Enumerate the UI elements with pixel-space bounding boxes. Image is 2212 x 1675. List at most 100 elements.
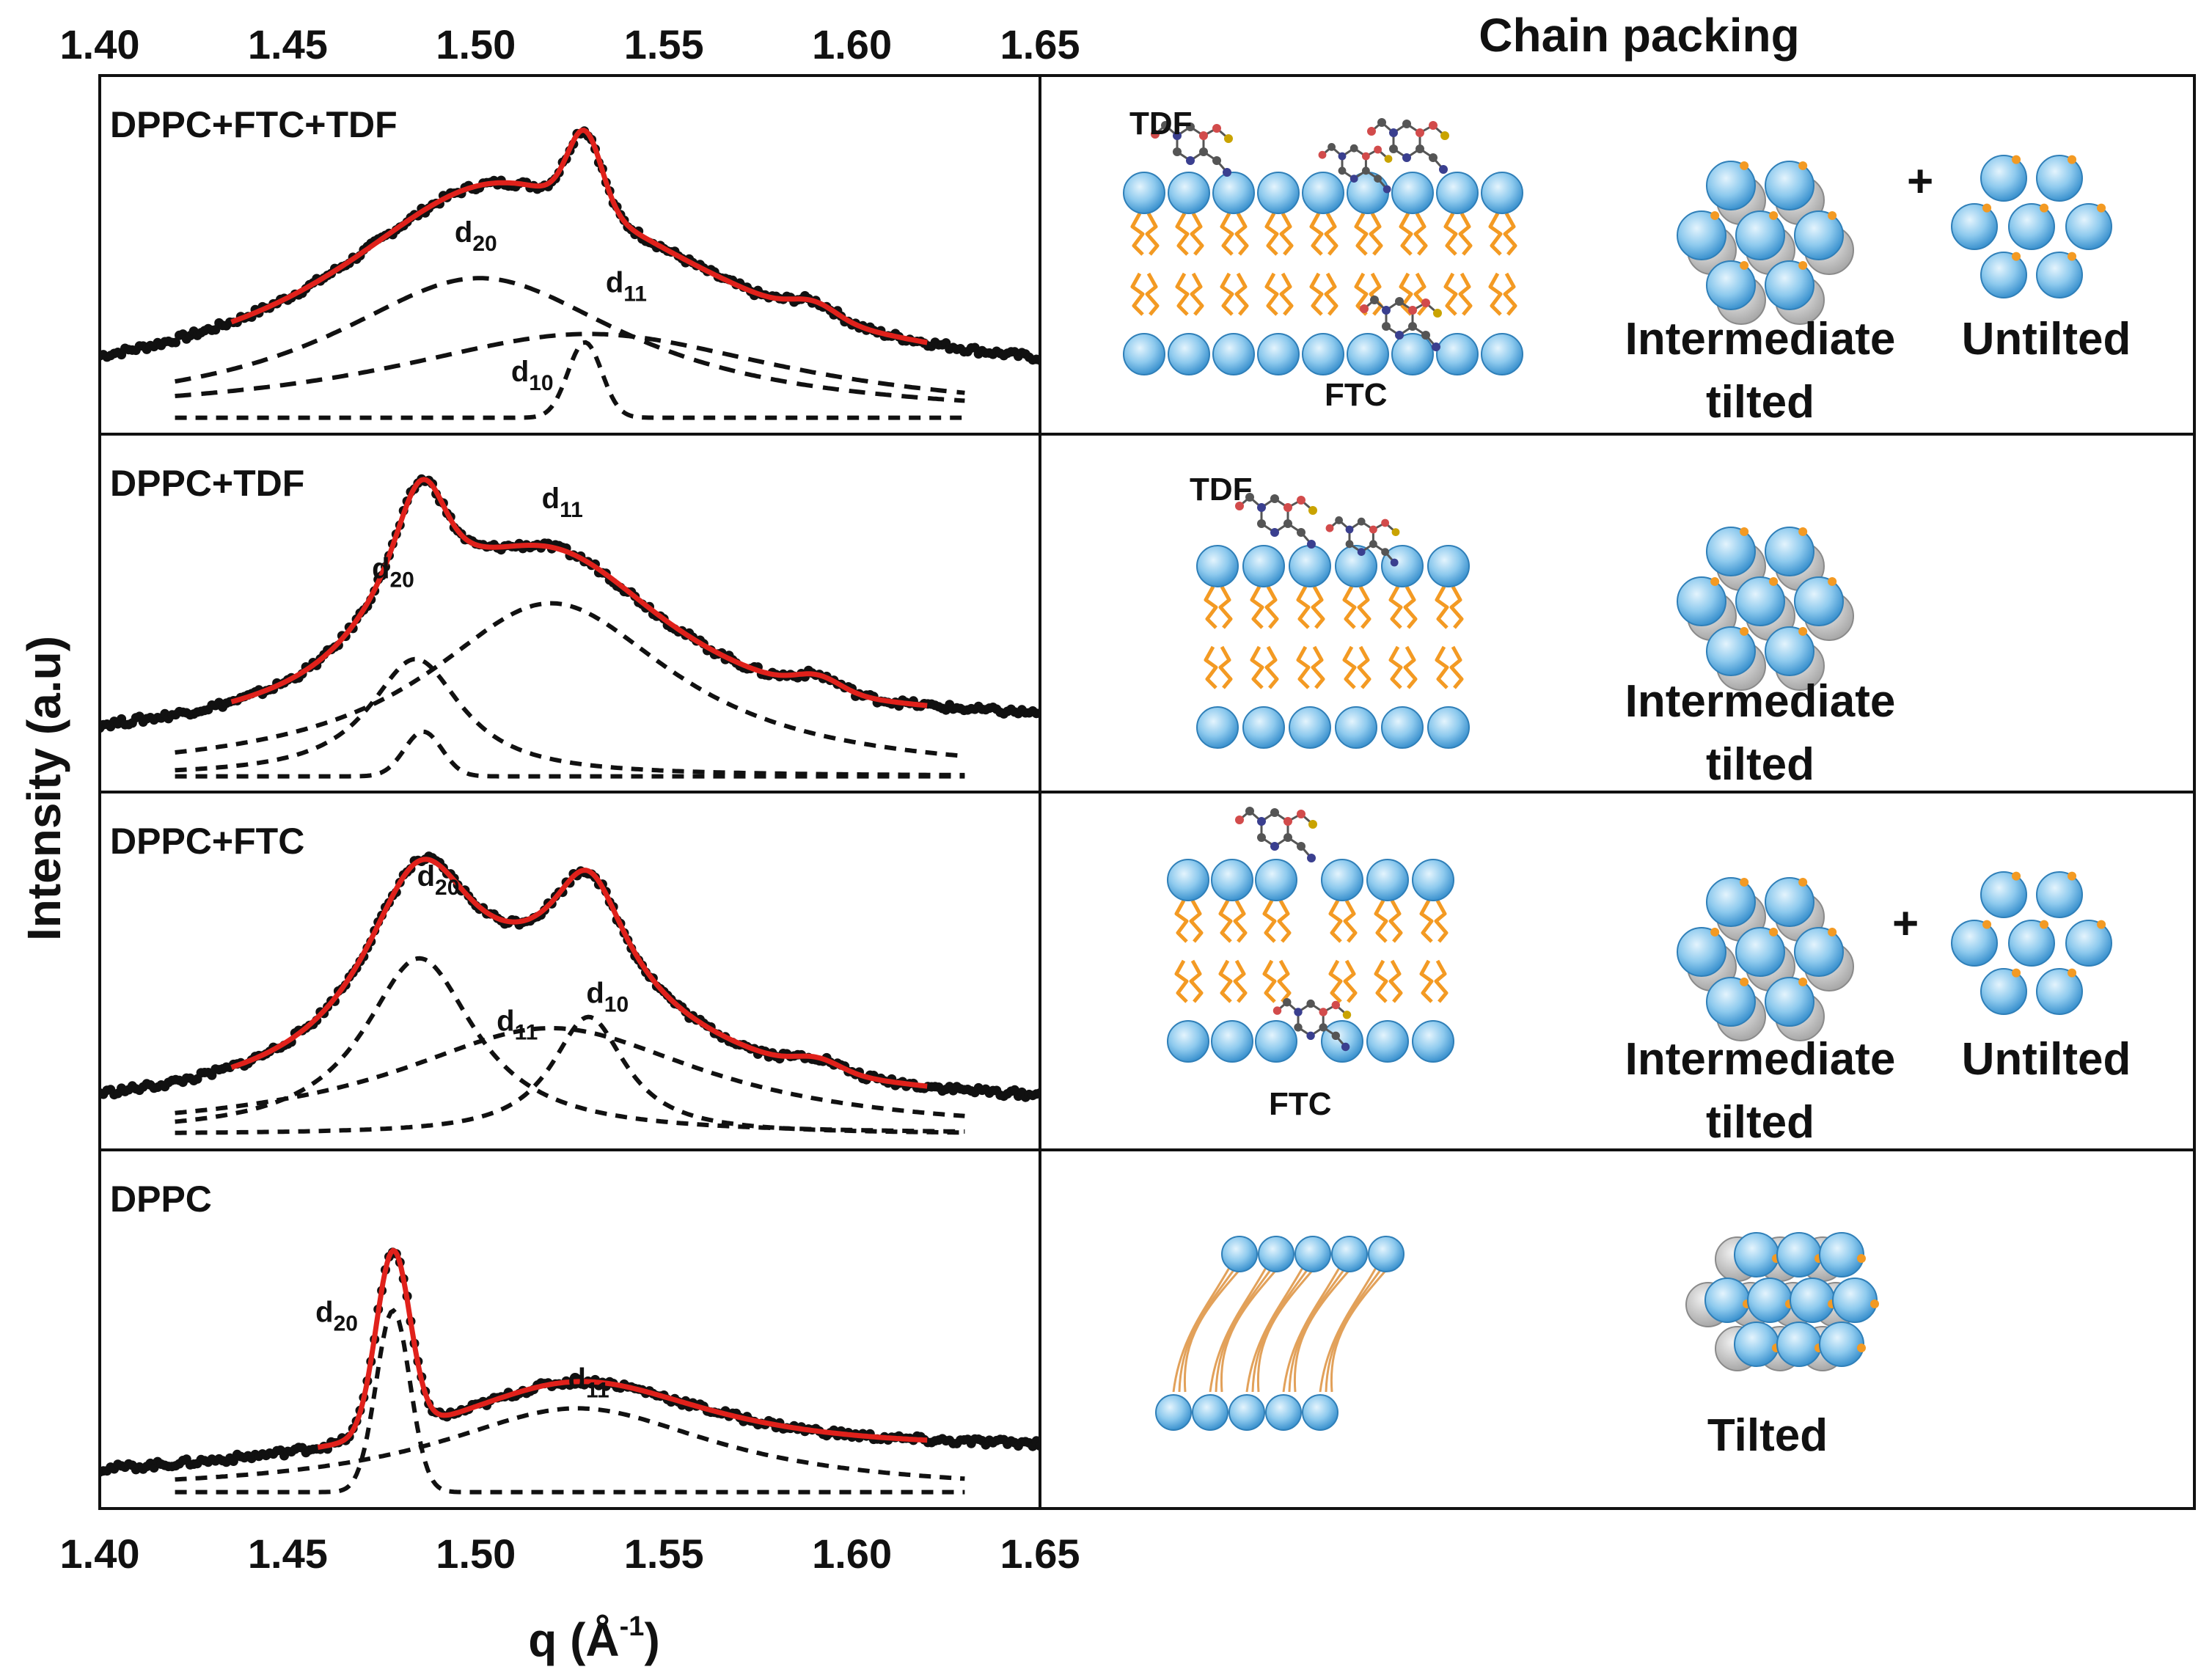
lipid-tail xyxy=(1309,272,1338,316)
drug-molecule xyxy=(1367,118,1449,174)
peak-label: d11 xyxy=(497,1005,538,1045)
chain-packing-panels: TDF FTC + Intermediate tilted Untilted TDF Inte… xyxy=(1123,106,2131,1461)
packing-label: Untilted xyxy=(1962,314,2131,364)
packing-chain xyxy=(1765,161,1825,225)
lipid-tail xyxy=(1204,585,1233,629)
peak-label: d20 xyxy=(372,552,414,592)
lipid-head xyxy=(1265,1394,1302,1431)
top-tick-label: 1.55 xyxy=(624,21,704,67)
chain-marker xyxy=(1870,1300,1879,1308)
panel-label: DPPC+FTC xyxy=(110,821,304,862)
bottom-tick-label: 1.65 xyxy=(1000,1531,1080,1577)
lipid-tail xyxy=(1262,899,1292,943)
component-curve xyxy=(175,1025,965,1118)
lipid-tail xyxy=(1245,1259,1308,1393)
x-axis-label-base: q (Å xyxy=(528,1613,619,1666)
top-x-axis: 1.40 1.45 1.50 1.55 1.60 1.65 xyxy=(60,21,1080,67)
illustration-panel-0: TDF FTC + Intermediate tilted Untilted xyxy=(1123,106,2131,428)
untilted-hex-lattice xyxy=(1951,155,2112,298)
lipid-head xyxy=(1255,859,1297,901)
packing-chain xyxy=(1706,977,1766,1041)
lipid-tail xyxy=(1264,272,1294,316)
packing-chain xyxy=(2065,203,2112,250)
lipid-head xyxy=(1436,172,1479,214)
lipid-tail xyxy=(1309,212,1338,256)
molecule-label: TDF xyxy=(1190,472,1253,507)
bottom-tick-label: 1.50 xyxy=(436,1531,516,1577)
component-curve xyxy=(175,1308,965,1495)
illustration-panel-1: TDF Intermediate tilted xyxy=(1190,472,1895,790)
lipid-tail xyxy=(1399,212,1428,256)
lipid-tail xyxy=(1172,1259,1235,1393)
x-axis-label-end: ) xyxy=(644,1613,659,1666)
tilted-chain xyxy=(1747,1278,1792,1323)
lipid-tail xyxy=(1388,645,1418,689)
lipid-head xyxy=(1289,545,1331,587)
lipid-tail xyxy=(1130,272,1160,316)
chain-packing-title: Chain packing xyxy=(1479,9,1799,62)
lipid-head xyxy=(1412,859,1454,901)
packing-chain xyxy=(1951,203,1998,250)
packing-chain xyxy=(1706,161,1766,225)
lipid-head xyxy=(1427,706,1470,749)
peak-label: d10 xyxy=(511,356,554,395)
lipid-tail xyxy=(1204,645,1233,689)
lipid-tail xyxy=(1443,272,1473,316)
component-curve xyxy=(175,1406,965,1482)
lipid-head xyxy=(1302,1394,1338,1431)
packing-chain xyxy=(1980,252,2027,298)
lipid-tail xyxy=(1374,959,1403,1003)
packing-chain xyxy=(2036,871,2083,918)
lipid-tail xyxy=(1256,1259,1323,1393)
lipid-tail xyxy=(1174,959,1204,1003)
illustration-panel-3: Tilted xyxy=(1155,1232,1879,1461)
lipid-tail xyxy=(1215,1259,1279,1393)
lipid-tail xyxy=(1419,959,1449,1003)
packing-chain xyxy=(2036,155,2083,202)
plot-panel-3: DPPC d20 d11 xyxy=(100,1179,1040,1495)
plus-sign: + xyxy=(1892,898,1919,949)
lipid-tail xyxy=(1319,1259,1382,1393)
lipid-tail xyxy=(1220,272,1249,316)
lipid-tail xyxy=(1178,1259,1242,1393)
lipid-head xyxy=(1258,1236,1294,1272)
packing-chain xyxy=(2065,920,2112,967)
molecule-label: FTC xyxy=(1325,377,1388,413)
packing-label: Intermediate tilted xyxy=(1625,676,1896,790)
lipid-head xyxy=(1481,333,1523,375)
packing-label: Intermediate tilted xyxy=(1625,1034,1896,1148)
lipid-head xyxy=(1347,333,1389,375)
data-point xyxy=(171,337,180,348)
lipid-head xyxy=(1196,706,1239,749)
lipid-tail xyxy=(1419,899,1449,943)
plot-panel-0: DPPC+FTC+TDF d20 d11 d10 xyxy=(100,104,1040,420)
packing-chain xyxy=(1765,260,1825,325)
peak-label: d20 xyxy=(417,860,460,900)
component-curve xyxy=(175,601,965,758)
peak-label: d20 xyxy=(315,1296,358,1335)
lipid-head xyxy=(1168,172,1210,214)
lipid-tail xyxy=(1342,585,1371,629)
lipid-tail xyxy=(1250,645,1279,689)
lipid-head xyxy=(1211,859,1253,901)
lipid-head xyxy=(1123,172,1165,214)
lipid-head xyxy=(1335,706,1377,749)
peak-label: d11 xyxy=(606,266,647,306)
lipid-tail xyxy=(1264,212,1294,256)
lipid-tail xyxy=(1354,212,1383,256)
bottom-tick-label: 1.55 xyxy=(624,1531,704,1577)
tilted-hex-lattice xyxy=(1677,527,1854,691)
lipid-tail xyxy=(1399,272,1428,316)
lipid-tail xyxy=(1488,212,1517,256)
packing-chain xyxy=(2036,968,2083,1015)
lipid-head xyxy=(1412,1020,1454,1063)
lipid-head xyxy=(1302,172,1344,214)
top-tick-label: 1.45 xyxy=(248,21,328,67)
top-tick-label: 1.60 xyxy=(812,21,892,67)
x-axis-label-sup: -1 xyxy=(620,1611,645,1642)
lipid-head xyxy=(1427,545,1470,587)
lipid-head xyxy=(1221,1236,1258,1272)
top-tick-label: 1.50 xyxy=(436,21,516,67)
lipid-head xyxy=(1289,706,1331,749)
lipid-tail xyxy=(1288,1259,1352,1393)
